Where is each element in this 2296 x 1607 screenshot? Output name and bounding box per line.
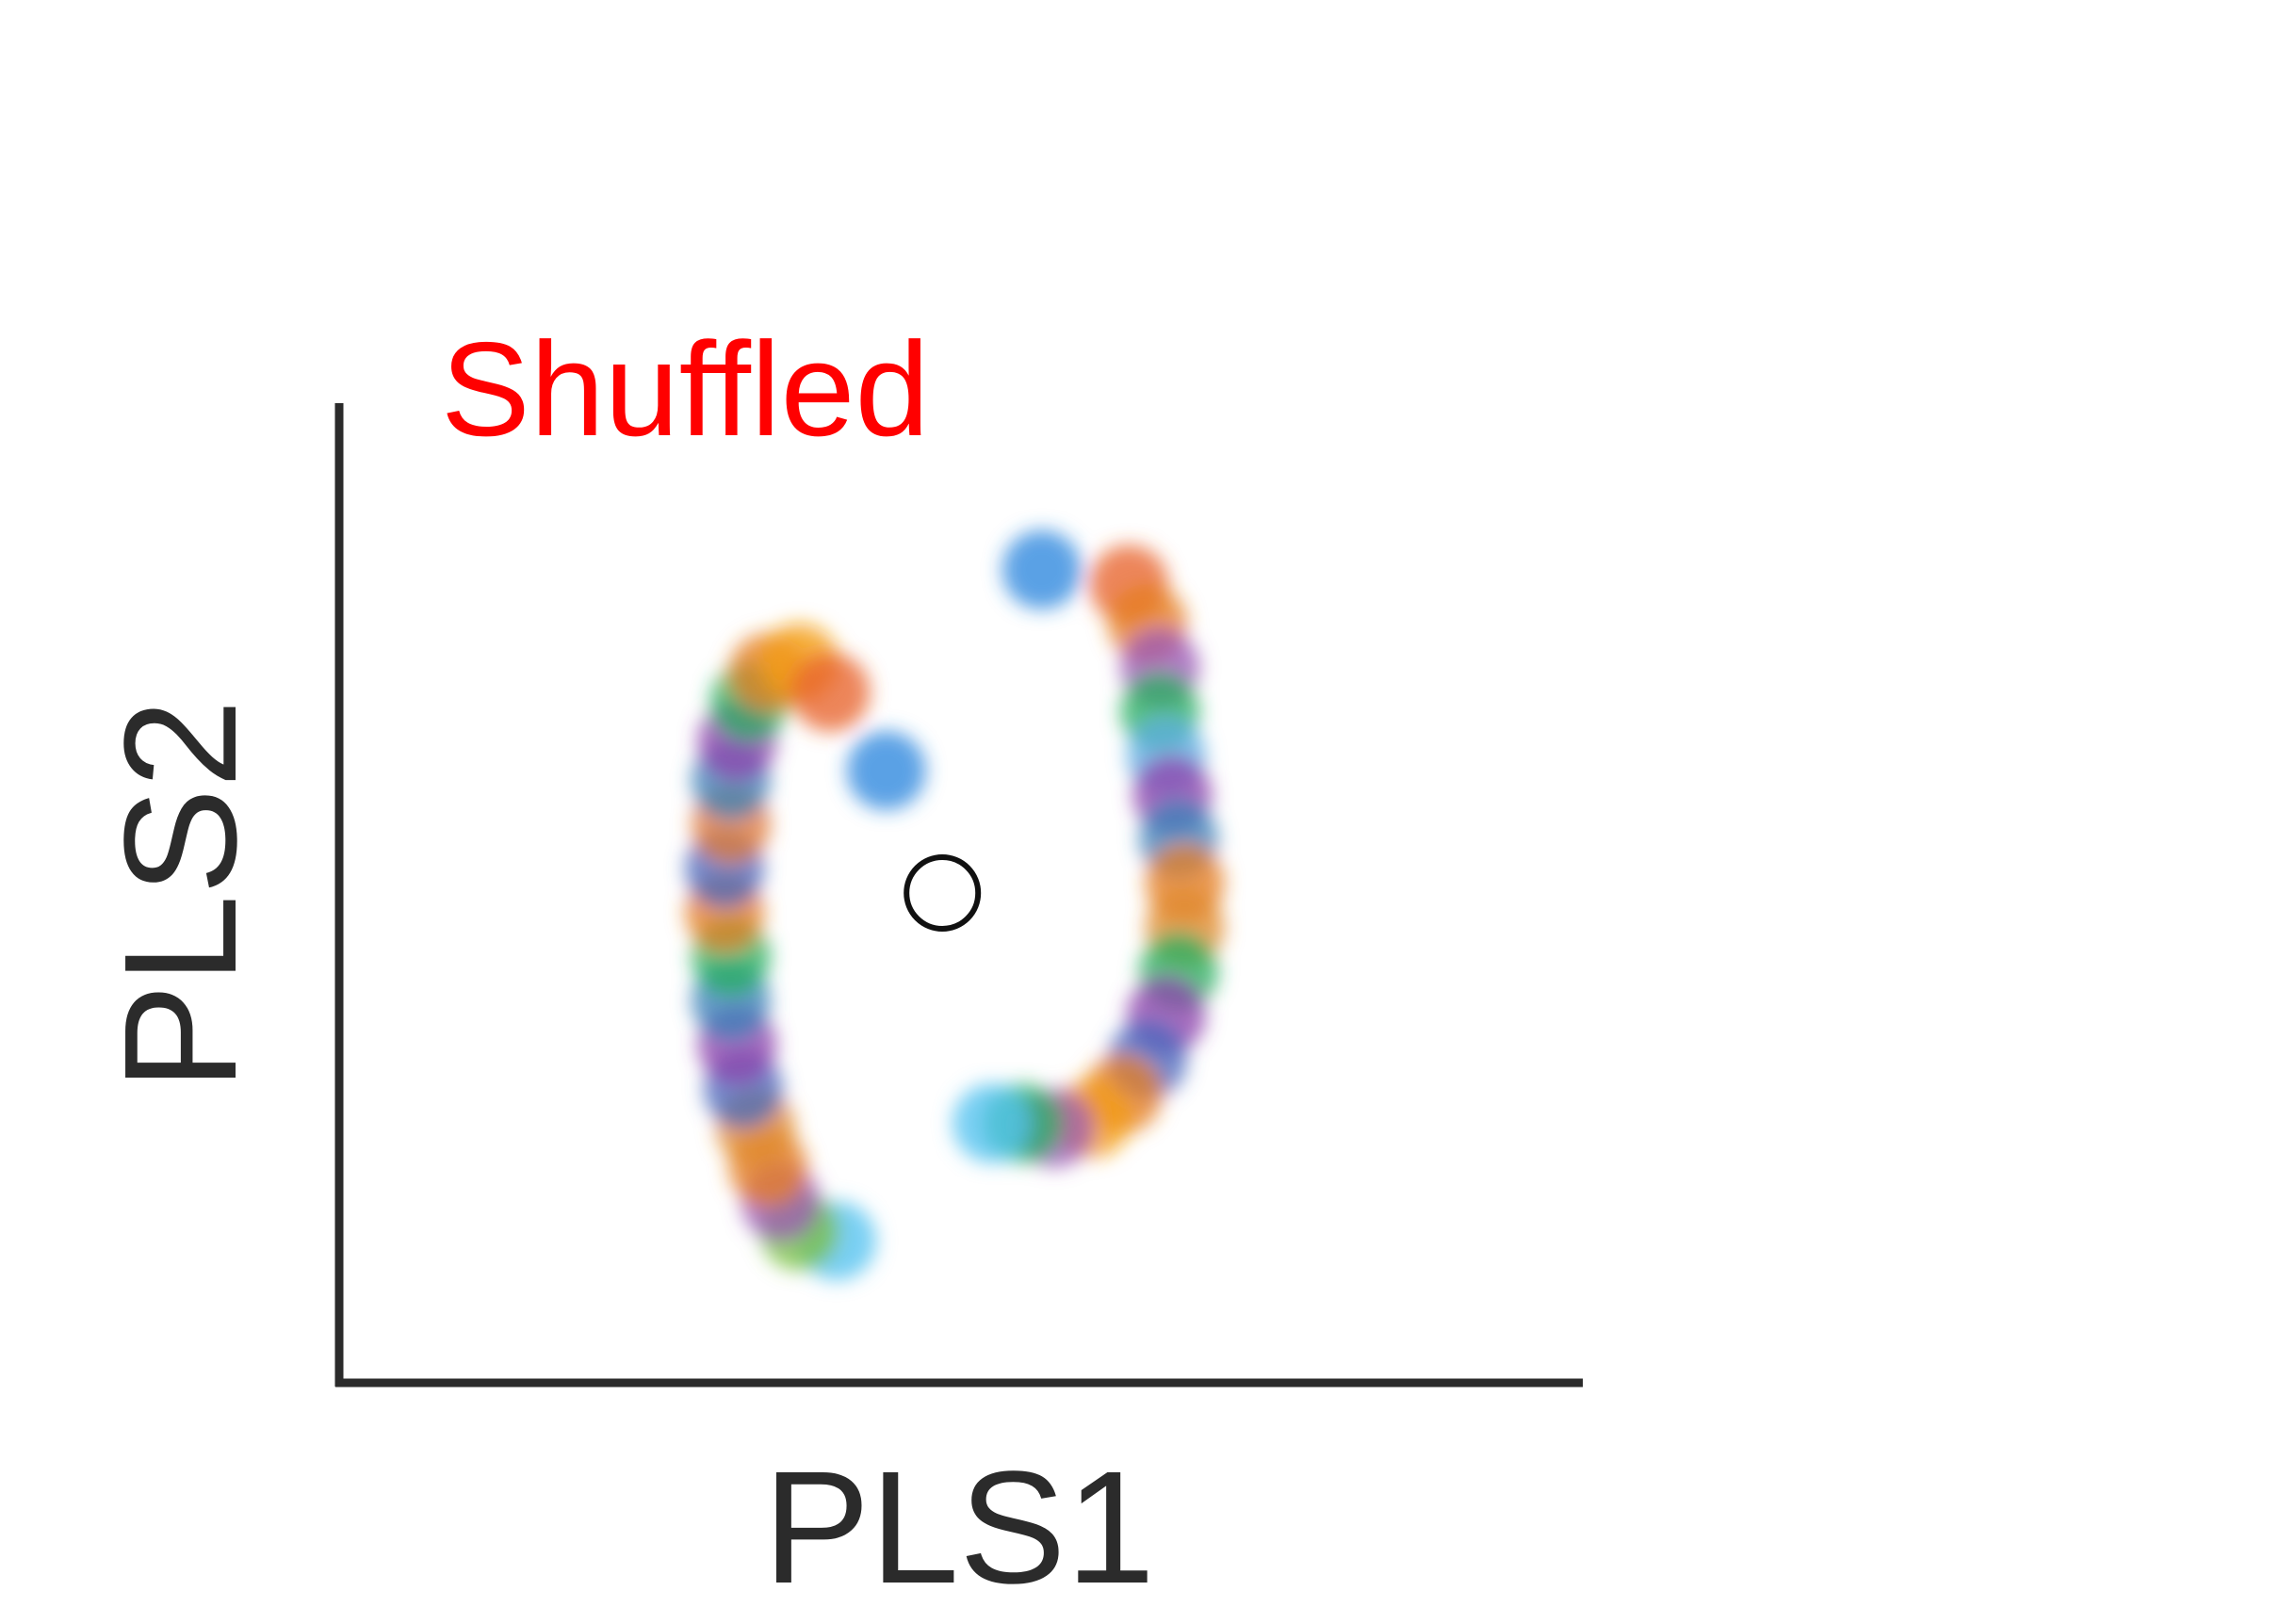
x-axis-label: PLS1 xyxy=(763,1438,1155,1607)
data-point xyxy=(1001,529,1082,609)
data-point xyxy=(790,652,871,732)
data-point xyxy=(846,731,926,810)
marker-layer xyxy=(904,854,982,932)
y-axis-label: PLS2 xyxy=(91,699,270,1091)
center-marker xyxy=(904,854,982,932)
annotation-shuffled: Shuffled xyxy=(441,315,930,464)
points-layer xyxy=(685,529,1225,1281)
data-point xyxy=(953,1083,1032,1163)
